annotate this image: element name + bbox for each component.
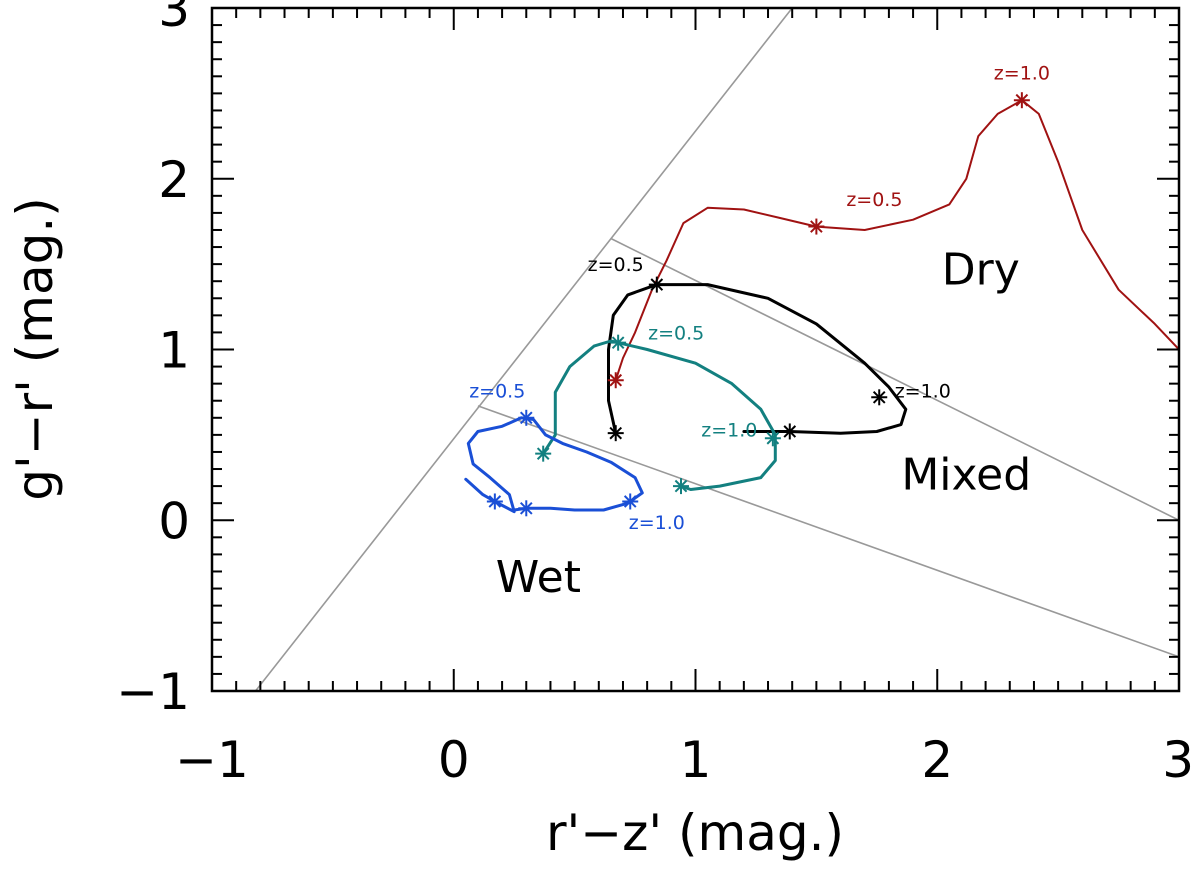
y-tick-label: 3 — [158, 0, 190, 38]
region-label-wet: Wet — [496, 552, 581, 603]
series-label-blue-1: z=1.0 — [629, 512, 685, 534]
marker-stroke — [650, 278, 664, 291]
marker-stroke — [611, 336, 625, 349]
series-marker-red-2 — [1013, 92, 1030, 109]
series-label-red-1: z=1.0 — [994, 63, 1050, 85]
x-axis-title: r'−z' (mag.) — [546, 804, 844, 862]
series-marker-blue-1 — [518, 500, 535, 517]
marker-stroke — [488, 495, 502, 508]
x-tick-label: 2 — [921, 731, 953, 789]
series-label-red-0: z=0.5 — [846, 189, 902, 211]
series-marker-teal-2 — [764, 430, 781, 447]
marker-stroke — [536, 447, 550, 460]
series-label-black-1: z=1.0 — [895, 380, 951, 402]
marker-stroke — [674, 479, 688, 493]
marker-stroke — [609, 373, 623, 387]
series-marker-red-1 — [808, 218, 825, 235]
marker-stroke — [519, 411, 533, 425]
series-line-teal — [541, 339, 777, 491]
series-marker-teal-0 — [535, 445, 552, 462]
marker-stroke — [810, 220, 823, 233]
series-marker-teal-1 — [610, 334, 627, 351]
x-tick-label: 1 — [680, 731, 712, 789]
series-marker-black-2 — [871, 389, 888, 406]
series-marker-blue-0 — [486, 493, 503, 510]
marker-stroke — [766, 431, 780, 445]
marker-stroke — [623, 495, 637, 508]
data-markers — [486, 92, 1030, 517]
axes: −1 0 1 2 3 −1 0 1 2 3 — [116, 0, 1194, 789]
series-line-red — [614, 99, 1179, 382]
series-marker-blue-3 — [622, 493, 639, 510]
series-label-teal-0: z=0.5 — [648, 322, 704, 344]
marker-stroke — [609, 426, 623, 440]
data-series — [464, 99, 1179, 514]
x-tick-label: −1 — [175, 731, 249, 789]
boundary-line-mixed-wet-boundary — [477, 405, 1179, 658]
series-marker-black-1 — [648, 276, 665, 293]
y-tick-label: 0 — [158, 492, 190, 550]
marker-stroke — [519, 501, 533, 515]
y-tick-label: 1 — [158, 322, 190, 380]
y-tick-label: 2 — [158, 151, 190, 209]
annotations: Dry Mixed Wet z=0.5 z=1.0 z=0.5 z=1.0 z=0.5 z=1.… — [469, 63, 1050, 603]
series-line-black — [607, 283, 908, 435]
series-marker-red-0 — [607, 372, 624, 389]
marker-stroke — [872, 391, 886, 404]
x-tick-label: 3 — [1162, 731, 1194, 789]
series-label-blue-0: z=0.5 — [469, 380, 525, 402]
series-marker-black-0 — [607, 425, 624, 442]
y-axis-title: g'−r' (mag.) — [6, 197, 64, 501]
marker-stroke — [1015, 93, 1029, 107]
region-label-mixed: Mixed — [901, 450, 1031, 501]
region-label-dry: Dry — [942, 245, 1020, 296]
marker-stroke — [783, 425, 797, 438]
series-marker-black-3 — [781, 423, 798, 440]
series-line-blue — [464, 416, 644, 514]
boundary-line-upper-diagonal — [254, 8, 793, 691]
series-marker-teal-3 — [672, 478, 689, 495]
x-tick-label: 0 — [438, 731, 470, 789]
series-label-teal-1: z=1.0 — [701, 420, 757, 442]
series-label-black-0: z=0.5 — [588, 254, 644, 276]
series-marker-blue-2 — [518, 409, 535, 426]
y-tick-label: −1 — [116, 663, 190, 721]
